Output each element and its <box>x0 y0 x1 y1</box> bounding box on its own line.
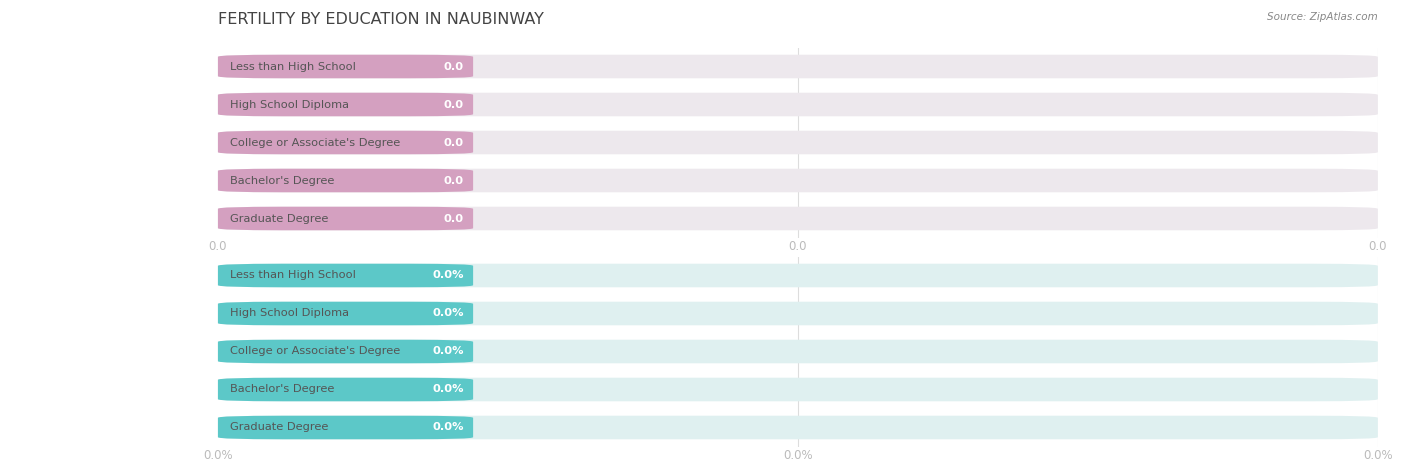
FancyBboxPatch shape <box>218 378 1378 401</box>
Text: Bachelor's Degree: Bachelor's Degree <box>229 384 333 395</box>
FancyBboxPatch shape <box>218 93 472 116</box>
FancyBboxPatch shape <box>218 55 1378 78</box>
Text: Less than High School: Less than High School <box>229 270 356 281</box>
Text: Graduate Degree: Graduate Degree <box>229 422 328 433</box>
FancyBboxPatch shape <box>218 378 472 401</box>
FancyBboxPatch shape <box>218 302 472 325</box>
FancyBboxPatch shape <box>218 55 472 78</box>
FancyBboxPatch shape <box>218 169 472 192</box>
Text: 0.0: 0.0 <box>444 99 464 110</box>
Text: 0.0: 0.0 <box>444 213 464 224</box>
FancyBboxPatch shape <box>218 264 472 287</box>
Text: 0.0: 0.0 <box>444 61 464 72</box>
FancyBboxPatch shape <box>218 169 1378 192</box>
FancyBboxPatch shape <box>218 416 1378 439</box>
Text: Bachelor's Degree: Bachelor's Degree <box>229 175 333 186</box>
Text: 0.0%: 0.0% <box>432 308 464 319</box>
Text: Source: ZipAtlas.com: Source: ZipAtlas.com <box>1267 12 1378 22</box>
Text: 0.0: 0.0 <box>444 137 464 148</box>
Text: High School Diploma: High School Diploma <box>229 308 349 319</box>
Text: Less than High School: Less than High School <box>229 61 356 72</box>
FancyBboxPatch shape <box>218 340 1378 363</box>
Text: 0.0%: 0.0% <box>432 422 464 433</box>
Text: College or Associate's Degree: College or Associate's Degree <box>229 346 399 357</box>
FancyBboxPatch shape <box>218 416 472 439</box>
Text: 0.0%: 0.0% <box>432 346 464 357</box>
Text: 0.0: 0.0 <box>444 175 464 186</box>
Text: FERTILITY BY EDUCATION IN NAUBINWAY: FERTILITY BY EDUCATION IN NAUBINWAY <box>218 12 544 27</box>
Text: 0.0%: 0.0% <box>432 384 464 395</box>
Text: 0.0%: 0.0% <box>432 270 464 281</box>
FancyBboxPatch shape <box>218 340 472 363</box>
Text: Graduate Degree: Graduate Degree <box>229 213 328 224</box>
FancyBboxPatch shape <box>218 264 1378 287</box>
Text: College or Associate's Degree: College or Associate's Degree <box>229 137 399 148</box>
FancyBboxPatch shape <box>218 207 1378 230</box>
FancyBboxPatch shape <box>218 131 472 154</box>
FancyBboxPatch shape <box>218 93 1378 116</box>
FancyBboxPatch shape <box>218 302 1378 325</box>
FancyBboxPatch shape <box>218 207 472 230</box>
FancyBboxPatch shape <box>218 131 1378 154</box>
Text: High School Diploma: High School Diploma <box>229 99 349 110</box>
